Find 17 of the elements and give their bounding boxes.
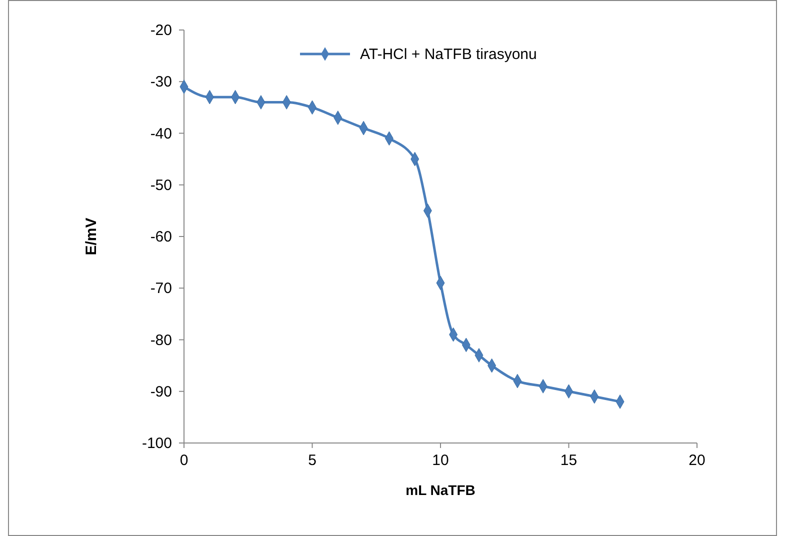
y-axis-title: E/mV <box>83 218 100 256</box>
y-tick-label: -40 <box>150 125 172 142</box>
y-tick-label: -20 <box>150 22 172 39</box>
x-tick-label: 15 <box>560 452 578 469</box>
y-tick-label: -100 <box>142 435 172 452</box>
legend-label: AT-HCl + NaTFB tirasyonu <box>360 46 537 63</box>
x-tick-label: 10 <box>432 452 449 469</box>
y-tick-label: -50 <box>150 176 172 194</box>
x-tick-label: 20 <box>688 452 706 469</box>
y-tick-label: -80 <box>150 332 172 349</box>
x-tick-label: 0 <box>180 452 188 469</box>
x-axis-title: mL NaTFB <box>406 482 476 498</box>
y-tick-label: -90 <box>150 383 172 400</box>
y-tick-label: -30 <box>150 74 172 91</box>
y-tick-label: -60 <box>150 228 172 246</box>
y-tick-label: -70 <box>150 280 172 298</box>
x-tick-label: 5 <box>308 452 316 469</box>
